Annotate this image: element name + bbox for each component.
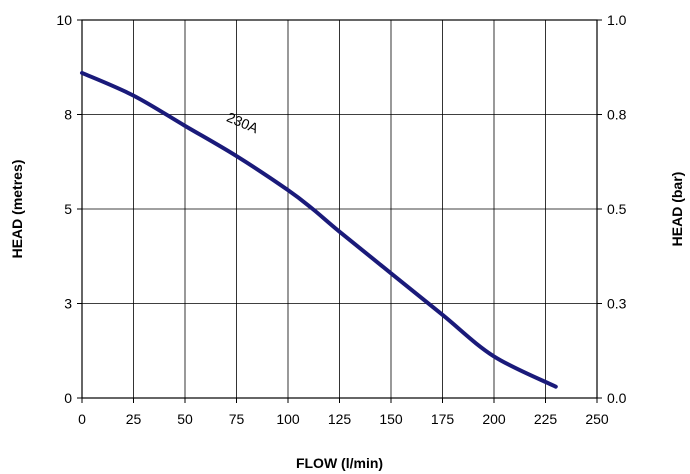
y-tick-label: 0	[64, 390, 72, 406]
x-axis-title: FLOW (l/min)	[296, 455, 383, 471]
x-axis-ticks: 0 25 50 75 100 125 150 175 200 225 250	[78, 398, 609, 427]
x-tick-label: 175	[431, 411, 455, 427]
y2-axis-title: HEAD (bar)	[669, 172, 685, 247]
y-tick-label: 10	[56, 12, 72, 28]
x-tick-label: 150	[379, 411, 403, 427]
y2-tick-label: 0.0	[607, 390, 627, 406]
x-tick-label: 100	[276, 411, 300, 427]
x-tick-label: 25	[126, 411, 142, 427]
y-tick-label: 8	[64, 107, 72, 123]
x-tick-label: 75	[229, 411, 245, 427]
y2-tick-label: 1.0	[607, 12, 627, 28]
x-tick-label: 200	[482, 411, 506, 427]
series-layer: 230A	[80, 70, 558, 389]
series-line-230A	[80, 70, 558, 389]
x-tick-label: 250	[585, 411, 609, 427]
y2-tick-label: 0.5	[607, 201, 627, 217]
grid-lines	[82, 20, 597, 398]
series-label: 230A	[224, 109, 261, 137]
y-axis-ticks: 0 3 5 8 10	[56, 12, 82, 406]
x-tick-label: 0	[78, 411, 86, 427]
y-axis-title: HEAD (metres)	[9, 160, 25, 259]
y2-tick-label: 0.8	[607, 107, 627, 123]
x-tick-label: 125	[328, 411, 352, 427]
y2-axis-ticks: 0.0 0.3 0.5 0.8 1.0	[597, 12, 627, 406]
x-tick-label: 225	[534, 411, 558, 427]
y-tick-label: 3	[64, 296, 72, 312]
y2-tick-label: 0.3	[607, 296, 627, 312]
y-tick-label: 5	[64, 201, 72, 217]
x-tick-label: 50	[177, 411, 193, 427]
